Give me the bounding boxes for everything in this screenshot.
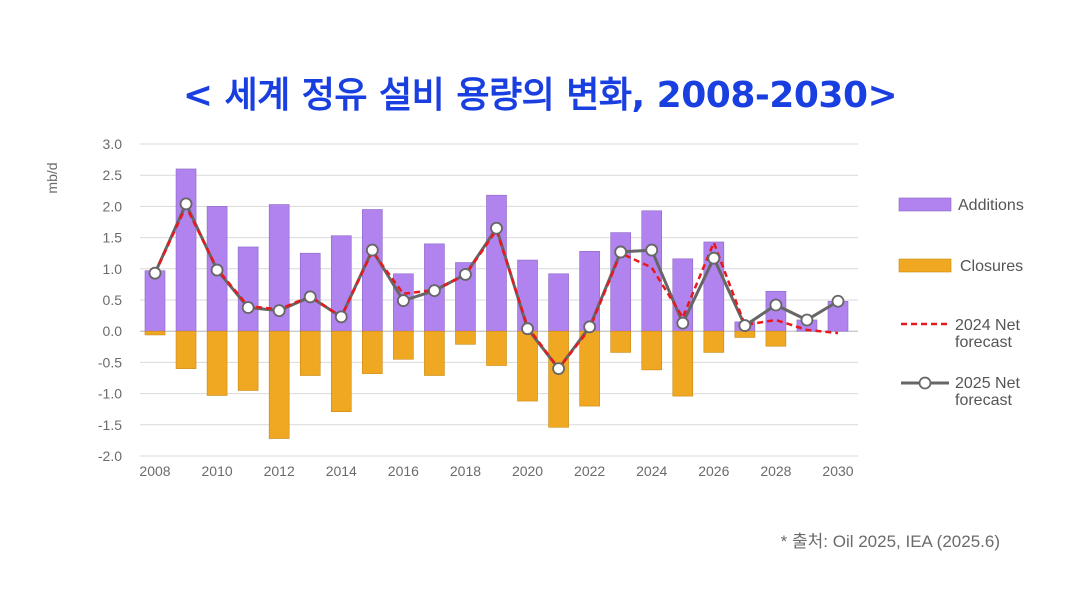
y-tick-label: -0.5 xyxy=(98,354,122,370)
y-tick-label: 1.5 xyxy=(103,230,123,246)
x-tick-label: 2028 xyxy=(760,463,791,479)
x-tick-label: 2030 xyxy=(822,463,853,479)
axis-labels: 3.0 2.5 2.0 1.5 1.0 0.5 0.0 -0.5 -1.0 -1.5 -2.0 mb/… xyxy=(44,136,854,479)
closures-bar xyxy=(486,330,507,366)
net-2025-point xyxy=(738,319,752,332)
page-title: < 세계 정유 설비 용량의 변화, 2008-2030> xyxy=(182,75,898,116)
additions-bar xyxy=(362,209,383,332)
closures-bar xyxy=(206,330,228,396)
net-2025-point xyxy=(769,298,783,312)
closures-bar xyxy=(579,330,600,407)
net-2025-point xyxy=(241,301,255,314)
closures-bar xyxy=(548,330,569,428)
y-tick-label: 0.0 xyxy=(103,323,123,339)
additions-bar xyxy=(641,210,663,332)
additions-bar xyxy=(144,270,166,332)
y-tick-label: 1.0 xyxy=(103,261,123,277)
legend-label-net-2025: forecast xyxy=(955,392,1012,409)
net-2025-point xyxy=(396,294,410,308)
closures-bar xyxy=(641,330,663,371)
y-tick-label: 2.0 xyxy=(103,198,123,214)
net-2025-point xyxy=(552,362,565,376)
closures-bar xyxy=(330,330,352,412)
legend-label-net-2024: forecast xyxy=(955,334,1012,351)
legend-label-net-2024: 2024 Net xyxy=(955,317,1020,334)
net-2025-point xyxy=(179,197,193,211)
net-2025-point xyxy=(800,313,814,327)
closures-bar xyxy=(237,330,259,391)
x-tick-label: 2022 xyxy=(574,463,605,479)
net-2025-point xyxy=(303,290,317,304)
legend-label-net-2025: 2025 Net xyxy=(955,375,1020,392)
closures-bar xyxy=(175,330,197,369)
y-tick-label: 0.5 xyxy=(103,292,123,308)
additions-bar xyxy=(517,259,538,332)
additions-bar xyxy=(579,251,600,332)
source-note: * 출처: Oil 2025, IEA (2025.6) xyxy=(780,532,1000,551)
closures-bar xyxy=(393,330,414,360)
net-2025-point xyxy=(148,266,162,280)
x-tick-label: 2016 xyxy=(388,463,419,479)
net-2025-point xyxy=(272,304,286,318)
net-2025-point xyxy=(365,243,379,257)
net-2025-point xyxy=(334,310,348,324)
additions-bar xyxy=(237,246,259,332)
legend-label-additions: Additions xyxy=(958,197,1024,214)
net-2025-point xyxy=(645,243,659,257)
net-2025-point xyxy=(521,322,534,336)
y-tick-label: -1.5 xyxy=(98,417,122,433)
y-tick-label: 3.0 xyxy=(103,136,123,152)
y-tick-label: -1.0 xyxy=(98,386,122,402)
additions-bar xyxy=(175,168,197,332)
additions-bar xyxy=(486,194,507,332)
net-2025-point xyxy=(428,284,441,298)
net-2025-point xyxy=(614,245,628,259)
net-2025-point xyxy=(459,268,472,281)
additions-bar xyxy=(548,273,569,332)
closures-bar xyxy=(734,330,756,338)
closures-bar xyxy=(517,330,538,402)
closures-bar xyxy=(144,330,166,336)
x-tick-label: 2012 xyxy=(264,463,295,479)
closures-bar xyxy=(703,330,725,353)
closures-bar xyxy=(268,330,290,439)
net-2025-point xyxy=(583,320,597,334)
closures-bar xyxy=(299,330,321,376)
x-tick-label: 2008 xyxy=(139,463,170,479)
y-tick-label: 2.5 xyxy=(103,167,123,183)
x-tick-label: 2010 xyxy=(202,463,233,479)
x-tick-label: 2018 xyxy=(450,463,481,479)
closures-bar xyxy=(424,330,445,376)
legend-marker-net-2025 xyxy=(918,376,932,390)
x-tick-label: 2026 xyxy=(698,463,729,479)
legend-swatch-additions xyxy=(898,197,952,212)
closures-bar xyxy=(672,330,694,397)
net-2024-line xyxy=(153,205,839,370)
net-2025-point xyxy=(676,316,690,330)
closures-bar xyxy=(610,330,631,353)
net-2025-point xyxy=(210,263,224,277)
x-tick-label: 2020 xyxy=(512,463,543,479)
net-2025-point xyxy=(831,294,845,308)
legend-label-closures: Closures xyxy=(960,258,1023,275)
x-tick-label: 2014 xyxy=(326,463,357,479)
legend-swatch-closures xyxy=(898,258,952,273)
bar-series xyxy=(144,168,849,439)
net-2025-point xyxy=(707,251,721,265)
y-tick-label: -2.0 xyxy=(98,448,122,464)
closures-bar xyxy=(362,330,383,374)
closures-bar xyxy=(765,330,787,347)
line-series xyxy=(148,197,845,376)
net-2025-point xyxy=(490,221,503,235)
closures-bar xyxy=(455,330,476,345)
x-tick-label: 2024 xyxy=(636,463,667,479)
y-axis-label: mb/d xyxy=(44,162,60,193)
